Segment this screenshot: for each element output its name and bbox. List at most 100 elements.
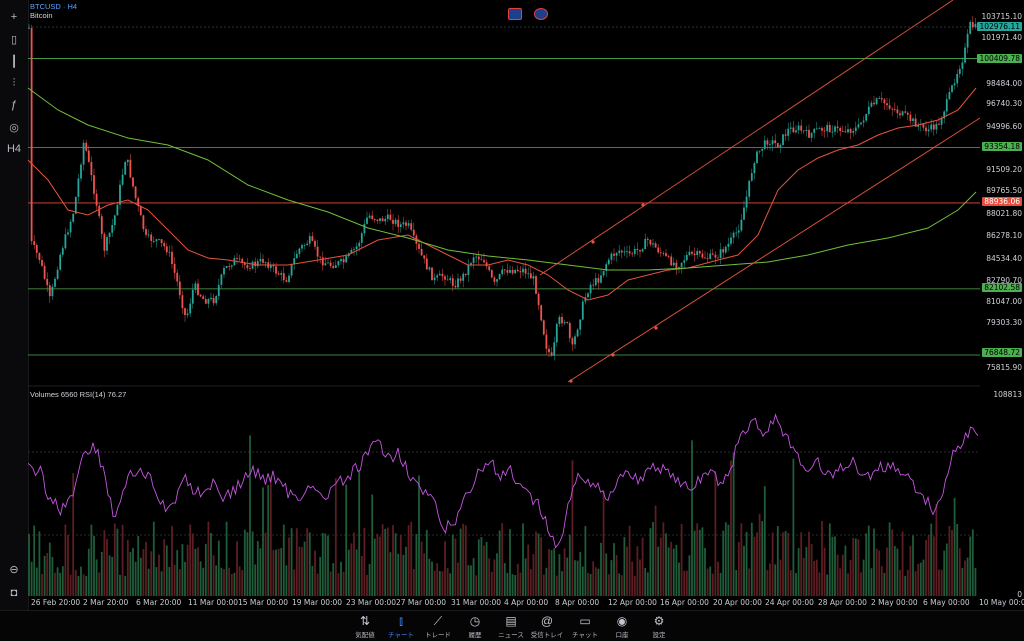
volume-bar bbox=[345, 484, 348, 596]
nav-label: チャット bbox=[572, 631, 598, 639]
candle bbox=[272, 265, 275, 267]
nav-item-2[interactable]: ⟋ トレード bbox=[418, 613, 458, 639]
nav-icon: @ bbox=[540, 614, 554, 628]
candle bbox=[945, 99, 948, 112]
volume-bar bbox=[610, 560, 613, 596]
candle bbox=[129, 159, 132, 178]
candle bbox=[831, 131, 834, 133]
candle bbox=[197, 283, 199, 295]
candle bbox=[748, 180, 751, 197]
candle bbox=[368, 215, 371, 218]
candle bbox=[519, 271, 522, 273]
candle bbox=[641, 249, 644, 252]
candle bbox=[787, 128, 790, 136]
volume-bar bbox=[46, 552, 49, 596]
nav-item-3[interactable]: ◷ 履歴 bbox=[455, 613, 495, 639]
clock-icon[interactable] bbox=[534, 8, 548, 20]
volume-bar bbox=[220, 567, 223, 596]
nav-item-4[interactable]: ▤ ニュース bbox=[491, 613, 531, 639]
nav-item-0[interactable]: ⇅ 気配値 bbox=[345, 613, 385, 639]
volume-bar bbox=[592, 561, 595, 596]
candle bbox=[652, 243, 654, 245]
zoom-icon[interactable]: ⊖ bbox=[9, 563, 19, 576]
price-chart[interactable] bbox=[28, 0, 980, 610]
volume-bar bbox=[360, 555, 363, 596]
candle bbox=[496, 279, 498, 282]
time-axis[interactable]: 26 Feb 20:00 2 Mar 20:00 6 Mar 20:00 11 Mar… bbox=[28, 598, 1024, 612]
bars-icon[interactable]: ┃ bbox=[10, 55, 18, 68]
volume-tick: 0 bbox=[1017, 590, 1022, 599]
volume-bar bbox=[633, 575, 636, 596]
bottom-navigation: ⇅ 気配値 ⫾ チャート ⟋ トレード ◷ 履歴 ▤ ニュース @ 受信トレイ ▭ チャット ◉ 口座 ⚙ 設定 bbox=[0, 610, 1024, 641]
nav-item-8[interactable]: ⚙ 設定 bbox=[639, 613, 679, 639]
time-tick: 6 May 00:00 bbox=[923, 598, 970, 607]
candle bbox=[886, 103, 888, 106]
crosshair-icon[interactable]: + bbox=[10, 11, 18, 23]
price-level-tag: 93354.18 bbox=[982, 142, 1022, 151]
candle bbox=[574, 336, 576, 345]
time-tick: 27 Mar 00:00 bbox=[396, 598, 447, 607]
volume-bar bbox=[38, 531, 41, 596]
time-tick: 16 Apr 00:00 bbox=[660, 598, 709, 607]
volume-bar bbox=[511, 574, 514, 596]
candle bbox=[769, 144, 771, 146]
candle bbox=[337, 261, 340, 266]
volume-bar bbox=[441, 571, 444, 596]
volume-bar bbox=[545, 567, 548, 596]
candle bbox=[314, 240, 316, 247]
candle bbox=[147, 234, 150, 236]
candle bbox=[228, 266, 231, 267]
volume-bar bbox=[420, 541, 423, 596]
nav-item-1[interactable]: ⫾ チャート bbox=[381, 613, 421, 639]
volume-bar bbox=[467, 565, 470, 596]
candle bbox=[69, 221, 72, 233]
volume-bar bbox=[436, 563, 439, 596]
candle bbox=[137, 198, 140, 207]
candle bbox=[657, 247, 660, 253]
timeframe-label[interactable]: H4 bbox=[6, 143, 22, 155]
volume-bar bbox=[940, 569, 943, 596]
indicators-icon[interactable]: ⫶ bbox=[12, 76, 16, 89]
price-level-tag: 100409.78 bbox=[977, 54, 1022, 63]
volume-bar bbox=[251, 531, 254, 596]
nav-item-7[interactable]: ◉ 口座 bbox=[602, 613, 642, 639]
candle bbox=[867, 106, 870, 114]
nav-item-6[interactable]: ▭ チャット bbox=[565, 613, 605, 639]
volume-bar bbox=[613, 543, 615, 596]
candle bbox=[384, 218, 387, 222]
candle bbox=[678, 267, 680, 269]
volume-bar bbox=[51, 556, 54, 596]
objects-icon[interactable]: ◎ bbox=[9, 121, 19, 134]
candle bbox=[813, 128, 816, 133]
volume-bar bbox=[178, 569, 181, 596]
candle bbox=[925, 127, 927, 132]
volume-bar bbox=[909, 545, 912, 596]
volume-bar bbox=[675, 544, 678, 596]
candle bbox=[108, 232, 111, 238]
candle bbox=[204, 299, 207, 304]
volume-bar bbox=[896, 548, 899, 596]
nav-item-5[interactable]: @ 受信トレイ bbox=[527, 613, 567, 639]
volume-bar bbox=[956, 524, 959, 596]
candles-icon[interactable]: ▯ bbox=[10, 33, 18, 46]
candle bbox=[795, 130, 797, 133]
trade-panel-icon[interactable] bbox=[508, 8, 522, 20]
candle bbox=[685, 254, 688, 261]
candle bbox=[581, 301, 584, 320]
volume-bar bbox=[821, 521, 823, 596]
candle bbox=[714, 254, 717, 258]
volume-bar bbox=[509, 529, 511, 596]
candle bbox=[238, 258, 241, 260]
function-icon[interactable]: ƒ bbox=[10, 99, 18, 111]
volume-bar bbox=[168, 567, 171, 596]
volume-bar bbox=[745, 531, 748, 596]
volume-bar bbox=[867, 525, 870, 596]
layout-icon[interactable]: ◘ bbox=[10, 587, 18, 599]
price-axis[interactable]: 103715.10 101971.40 98484.00 96740.30 94996.… bbox=[977, 0, 1024, 600]
volume-bar bbox=[59, 572, 62, 596]
volume-bar bbox=[826, 574, 829, 596]
candle bbox=[160, 239, 163, 244]
volume-bar bbox=[368, 563, 371, 596]
candle bbox=[371, 215, 374, 219]
symbol-title: BTCUSD · H4 bbox=[30, 2, 78, 11]
